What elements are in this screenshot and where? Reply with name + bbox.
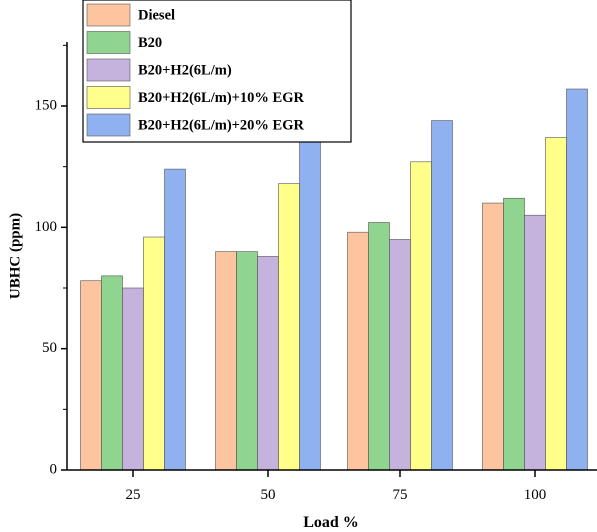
legend-swatch-4	[86, 113, 131, 137]
x-tick-label: 75	[393, 487, 408, 503]
y-tick-label: 50	[42, 340, 57, 356]
y-ticks: 0 50 100 150	[35, 44, 67, 477]
legend-swatch-3	[86, 86, 131, 109]
bar-75-series-4	[431, 120, 453, 471]
bar-50-series-4	[299, 134, 321, 471]
bar-75-series-0	[347, 231, 369, 471]
bars-layer	[80, 88, 588, 471]
bar-50-series-2	[257, 256, 279, 471]
legend-swatch-2	[86, 58, 131, 82]
x-axis-label: Load %	[303, 514, 359, 531]
x-tick-label: 100	[524, 487, 547, 503]
bar-75-series-2	[389, 239, 411, 471]
bar-25-series-0	[80, 280, 102, 471]
legend-label-4: B20+H2(6L/m)+20% EGR	[138, 117, 304, 133]
bar-25-series-4	[164, 168, 186, 471]
legend: Diesel B20 B20+H2(6L/m) B20+H2(6L/m)+10% EG…	[82, 0, 352, 143]
legend-label-2: B20+H2(6L/m)	[138, 62, 232, 78]
x-ticks: 25 50 75 100	[126, 470, 547, 503]
bar-100-series-1	[503, 197, 525, 471]
bar-75-series-3	[410, 161, 432, 471]
legend-label-0: Diesel	[138, 7, 175, 23]
bar-50-series-3	[278, 183, 300, 471]
bar-100-series-2	[524, 214, 546, 471]
y-tick-label: 100	[35, 219, 58, 235]
y-tick-label: 150	[35, 97, 58, 113]
axes-layer	[66, 42, 597, 471]
bar-100-series-4	[566, 88, 588, 471]
bar-100-series-0	[482, 202, 504, 471]
x-tick-label: 25	[126, 487, 141, 503]
y-axis-label: UBHC (ppm)	[7, 213, 23, 299]
bar-25-series-1	[101, 275, 123, 471]
y-tick-label: 0	[50, 461, 58, 477]
legend-label-1: B20	[138, 35, 162, 51]
legend-swatch-0	[86, 3, 131, 27]
bar-75-series-1	[368, 222, 390, 471]
bar-25-series-3	[143, 236, 165, 471]
x-tick-label: 50	[261, 487, 276, 503]
legend-label-3: B20+H2(6L/m)+10% EGR	[138, 90, 304, 106]
bar-50-series-1	[236, 251, 258, 471]
bar-100-series-3	[545, 137, 567, 471]
legend-swatch-1	[86, 31, 131, 54]
bar-25-series-2	[122, 287, 144, 471]
bar-50-series-0	[215, 251, 237, 471]
